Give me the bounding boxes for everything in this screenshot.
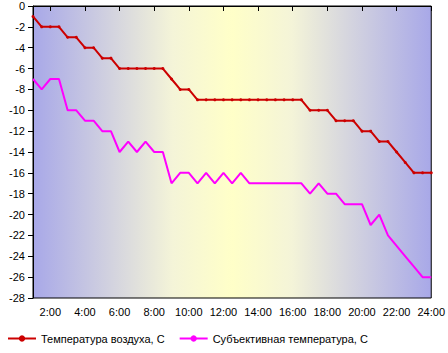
svg-text:-12: -12: [9, 125, 25, 137]
svg-text:Субъективная температура, С: Субъективная температура, С: [213, 333, 368, 345]
svg-text:22:00: 22:00: [383, 306, 411, 318]
svg-text:20:00: 20:00: [348, 306, 376, 318]
svg-text:18:00: 18:00: [314, 306, 342, 318]
svg-text:12:00: 12:00: [210, 306, 238, 318]
svg-text:-2: -2: [15, 21, 25, 33]
svg-text:-14: -14: [9, 146, 25, 158]
svg-text:14:00: 14:00: [244, 306, 272, 318]
svg-text:Температура воздуха, С: Температура воздуха, С: [41, 333, 165, 345]
svg-text:-24: -24: [9, 250, 25, 262]
svg-text:8:00: 8:00: [143, 306, 164, 318]
svg-text:-22: -22: [9, 229, 25, 241]
svg-text:-26: -26: [9, 271, 25, 283]
svg-text:-6: -6: [15, 63, 25, 75]
svg-text:-28: -28: [9, 292, 25, 304]
svg-text:2:00: 2:00: [40, 306, 61, 318]
svg-text:24:00: 24:00: [417, 306, 445, 318]
svg-text:16:00: 16:00: [279, 306, 307, 318]
svg-text:6:00: 6:00: [109, 306, 130, 318]
svg-text:10:00: 10:00: [175, 306, 203, 318]
svg-text:-8: -8: [15, 83, 25, 95]
svg-text:-16: -16: [9, 167, 25, 179]
svg-text:-10: -10: [9, 104, 25, 116]
svg-text:-20: -20: [9, 209, 25, 221]
svg-text:4:00: 4:00: [74, 306, 95, 318]
svg-text:-4: -4: [15, 42, 25, 54]
svg-text:-18: -18: [9, 188, 25, 200]
svg-text:0: 0: [19, 0, 25, 12]
